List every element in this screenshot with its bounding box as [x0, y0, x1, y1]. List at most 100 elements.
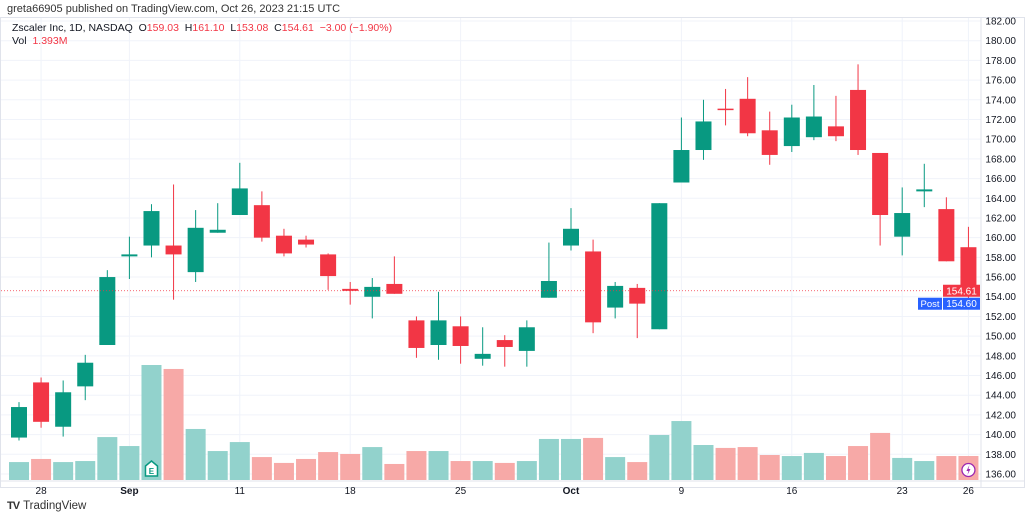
price-tick-label: 164.00 [985, 194, 1016, 205]
time-tick-label: 9 [679, 486, 685, 497]
price-tick-label: 168.00 [985, 154, 1016, 165]
candle-body [452, 326, 469, 346]
candle-body [33, 382, 50, 422]
volume-bar [825, 456, 846, 480]
candle-body [673, 150, 690, 183]
candle-body [165, 245, 182, 255]
candle-body [11, 407, 27, 438]
tradingview-brand[interactable]: TV TradingView [7, 500, 86, 512]
volume-bar [538, 438, 559, 480]
candle-body [121, 254, 138, 257]
time-tick-label: 25 [455, 486, 467, 497]
post-badge [918, 297, 942, 310]
volume-bar [9, 462, 29, 480]
post-price-label: 154.60 [946, 299, 977, 310]
high-value: 161.10 [192, 22, 225, 34]
candle-body [894, 213, 911, 237]
time-tick-label: 26 [963, 486, 975, 497]
candle-body [629, 287, 646, 304]
price-tick-label: 138.00 [985, 450, 1016, 461]
candle-body [364, 286, 381, 297]
candle-body [739, 98, 756, 134]
price-tick-label: 158.00 [985, 253, 1016, 264]
candle-body [518, 327, 535, 351]
candle-body [386, 283, 403, 294]
volume-bar [516, 461, 537, 480]
candle-body [651, 203, 668, 330]
candle-body [209, 229, 226, 233]
volume-bar [406, 451, 427, 480]
symbol-legend: Zscaler Inc, 1D, NASDAQ O159.03 H161.10 … [12, 22, 392, 48]
volume-bar [384, 463, 405, 480]
earnings-label: E [149, 467, 155, 476]
volume-bar [207, 451, 228, 480]
time-tick-label: 28 [36, 486, 48, 497]
candle-body [916, 189, 933, 192]
candle-body [938, 209, 955, 262]
volume-bar [803, 452, 824, 480]
volume-bar [141, 365, 162, 480]
candle-body [761, 130, 778, 155]
last-price-label: 154.61 [946, 287, 977, 298]
time-tick-label: 23 [897, 486, 909, 497]
volume-bar [318, 452, 339, 480]
volume-bar [848, 446, 869, 480]
earnings-icon [144, 460, 159, 477]
price-tick-label: 172.00 [985, 115, 1016, 126]
candle-body [99, 277, 116, 345]
price-tick-label: 156.00 [985, 273, 1016, 284]
candle-body [474, 353, 491, 359]
candle-body [717, 108, 734, 111]
close-label: C [274, 22, 282, 34]
post-label: Post [920, 299, 939, 310]
symbol-name[interactable]: Zscaler Inc, 1D, NASDAQ [12, 22, 133, 34]
volume-bar [561, 438, 581, 480]
candle-body [695, 121, 712, 151]
volume-bar [693, 445, 714, 480]
candle-body [408, 320, 425, 348]
candle-body [585, 251, 602, 323]
price-tick-label: 176.00 [985, 76, 1016, 87]
candle-body [827, 126, 844, 137]
volume-bar [229, 442, 250, 480]
candle-body [231, 188, 248, 216]
close-value: 154.61 [281, 22, 314, 34]
high-label: H [184, 22, 193, 34]
open-label: O [138, 22, 147, 34]
candle-body [563, 228, 579, 246]
volume-bar [97, 437, 118, 480]
price-tick-label: 166.00 [985, 174, 1016, 185]
volume-bar [75, 461, 96, 480]
volume-value: 1.393M [32, 35, 68, 47]
candle-body [496, 340, 513, 347]
candle-body [298, 239, 315, 245]
chart-frame [0, 17, 1025, 488]
candle-body [960, 247, 977, 291]
volume-bar [914, 461, 935, 480]
lightning-bolt-icon [966, 465, 971, 475]
candle-body [540, 280, 557, 298]
volume-bar [494, 462, 515, 480]
volume-bar [53, 462, 74, 480]
candle-body [850, 89, 867, 151]
price-tick-label: 154.00 [985, 292, 1016, 303]
candle-body [342, 288, 359, 291]
volume-bar [362, 447, 383, 480]
candle-body [872, 152, 889, 216]
candle-body [187, 227, 204, 273]
post-price-badge [943, 297, 980, 310]
volume-bar [273, 462, 294, 480]
time-tick-label: 11 [235, 486, 246, 497]
volume-bar [892, 457, 913, 480]
volume-bar [737, 447, 758, 480]
price-tick-label: 152.00 [985, 312, 1016, 323]
candle-body [805, 116, 822, 138]
price-tick-label: 144.00 [985, 391, 1016, 402]
candle-body [275, 235, 292, 254]
volume-bar [428, 451, 449, 480]
price-tick-label: 178.00 [985, 56, 1016, 67]
candle-body [783, 117, 800, 147]
candle-body [253, 205, 270, 238]
volume-bar [715, 447, 736, 480]
